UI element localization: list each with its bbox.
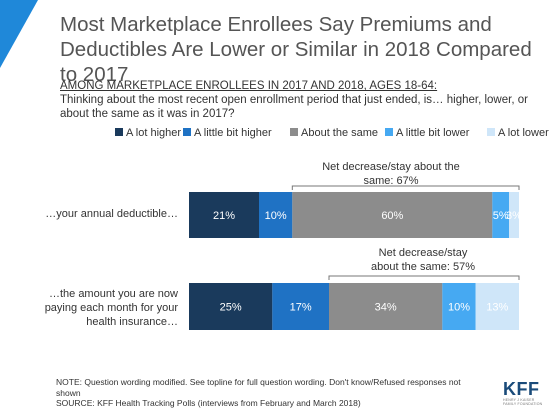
legend-item-2: About the same [290,126,378,140]
net-bracket-row0 [291,185,520,190]
legend-swatch [385,128,393,136]
data-label-row1-2: 34% [375,302,397,314]
legend-label: A little bit higher [194,127,272,139]
legend-swatch [290,128,298,136]
kff-logo: KFF HENRY J KAISER FAMILY FOUNDATION [503,380,547,410]
net-bracket-row1 [328,275,520,280]
legend-label: A little bit lower [396,127,470,139]
bar-segment-row1-1 [272,283,329,330]
legend-item-0: A lot higher [115,126,181,140]
row-label-premium: …the amount you are now paying each mont… [44,288,178,328]
data-label-row0-1: 10% [265,210,287,222]
legend-item-3: A little bit lower [385,126,469,140]
bar-segment-row1-4 [475,283,519,330]
legend-label: About the same [301,127,379,139]
data-label-row0-0: 21% [213,210,235,222]
bracket-label-premium: Net decrease/stay about the same: 57% [371,247,475,273]
chart-subtitle: AMONG MARKETPLACE ENROLLEES IN 2017 AND … [60,79,540,121]
bar-segment-row0-2 [292,192,493,238]
data-label-row0-4: 3% [506,210,522,222]
bar-segment-row1-0 [189,283,273,330]
legend-item-4: A lot lower [487,126,549,140]
legend-item-1: A little bit higher [183,126,272,140]
corner-accent [0,0,38,68]
logo-subtitle: HENRY J KAISER FAMILY FOUNDATION [503,398,543,406]
logo-wordmark: KFF [503,379,540,399]
chart-title: Most Marketplace Enrollees Say Premiums … [60,13,532,86]
subtitle-population: AMONG MARKETPLACE ENROLLEES IN 2017 AND … [60,80,438,92]
data-label-row0-2: 60% [381,210,403,222]
data-label-row1-3: 10% [448,302,470,314]
legend-swatch [183,128,191,136]
bar-segment-row1-2 [329,283,443,330]
legend-swatch [487,128,495,136]
data-label-row0-3: 5% [493,210,509,222]
data-label-row1-1: 17% [290,302,312,314]
bar-segment-row0-4 [509,192,519,238]
bracket-label-deductible: Net decrease/stay about the same: 67% [322,161,460,187]
legend-label: A lot higher [126,127,182,139]
bar-segment-row0-0 [189,192,259,238]
bar-segment-row1-3 [442,283,476,330]
row-label-deductible: …your annual deductible… [45,208,178,220]
data-label-row1-4: 13% [486,302,508,314]
legend-swatch [115,128,123,136]
chart-legend: A lot higher A little bit higher About the… [0,126,550,142]
bar-segment-row0-1 [259,192,293,238]
bar-segment-row0-3 [492,192,509,238]
data-label-row1-0: 25% [220,302,242,314]
legend-label: A lot lower [498,127,549,139]
chart-source: SOURCE: KFF Health Tracking Polls (inter… [56,398,361,408]
subtitle-question: Thinking about the most recent open enro… [60,94,528,120]
chart-note: NOTE: Question wording modified. See top… [56,377,461,398]
